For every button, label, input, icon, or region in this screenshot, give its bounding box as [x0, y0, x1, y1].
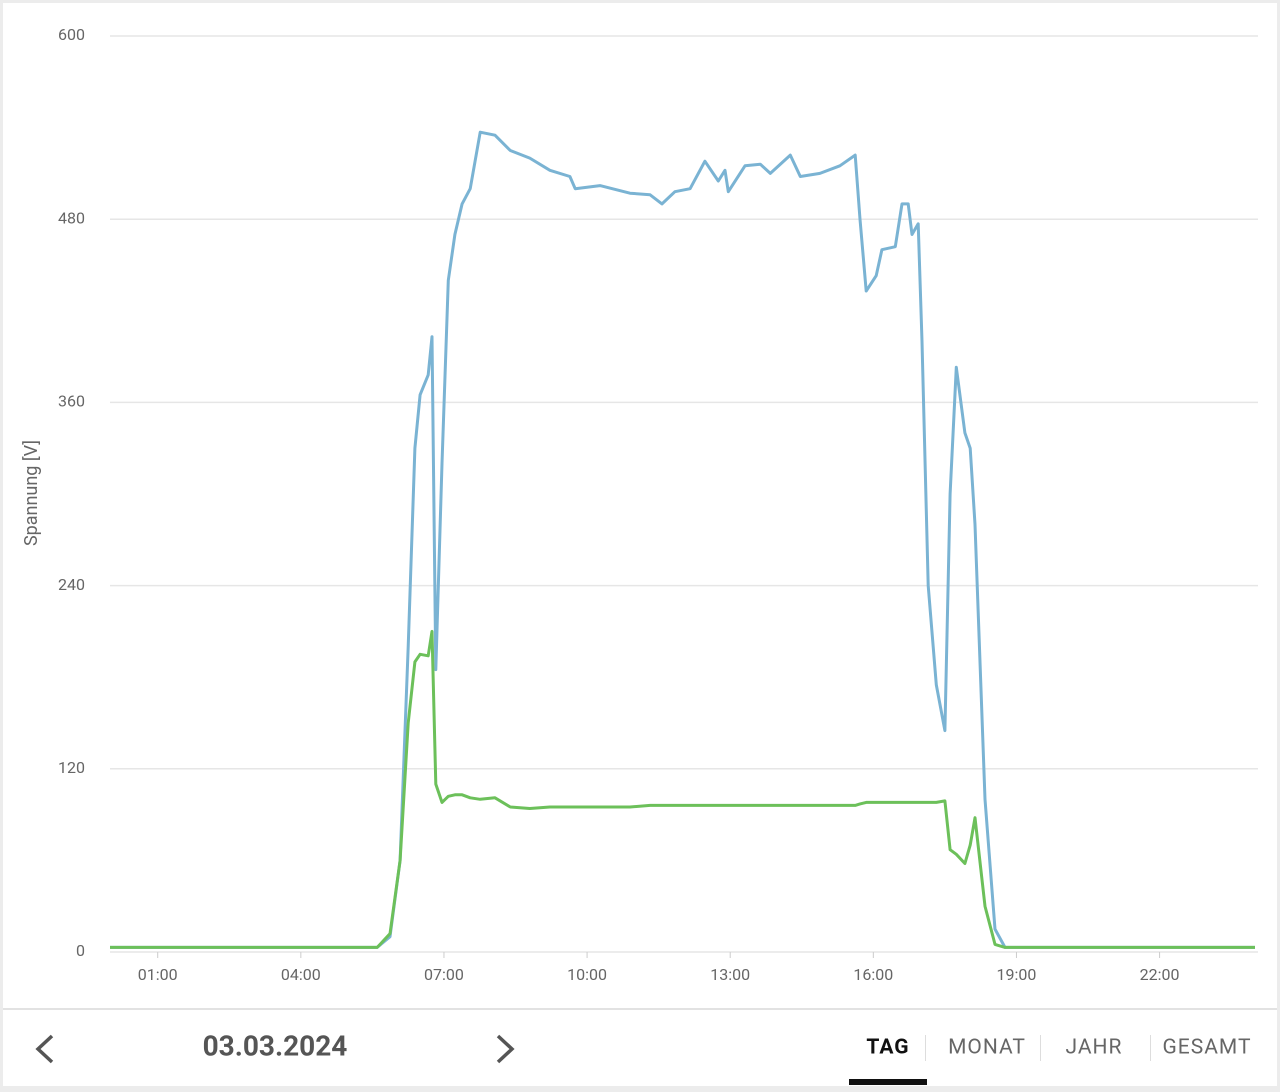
x-tick-label: 13:00 — [710, 965, 750, 984]
y-tick-label: 0 — [76, 941, 85, 960]
date: 03.03.2024 — [203, 1029, 348, 1062]
y-tick-label: 120 — [58, 758, 85, 777]
tab[interactable]: GESAMT — [1163, 1036, 1252, 1060]
tabs: TAG MONAT JAHR GESAMT — [849, 1035, 1252, 1085]
y-tick-label: 360 — [58, 392, 85, 411]
x-tick-label: 04:00 — [281, 965, 321, 984]
y-tick-label: 600 — [58, 25, 85, 44]
x-tick-label: 07:00 — [424, 965, 464, 984]
tab[interactable]: MONAT — [948, 1036, 1026, 1060]
series-line — [110, 629, 1255, 949]
x-tick-label: 10:00 — [567, 965, 607, 984]
tab-underline — [849, 1079, 927, 1085]
x-tick-label: 01:00 — [138, 965, 178, 984]
panel — [3, 3, 1277, 1086]
x-tick-label: 22:00 — [1140, 965, 1180, 984]
x-tick-label: 16:00 — [853, 965, 893, 984]
next-button[interactable] — [496, 1034, 515, 1064]
y-tick-label: 480 — [58, 208, 85, 227]
prev-button[interactable] — [35, 1034, 54, 1064]
series-line — [110, 130, 1255, 949]
y-tick-label: 240 — [58, 575, 85, 594]
x-tick-label: 19:00 — [997, 965, 1037, 984]
y-axis-label: Spannung [V] — [21, 440, 42, 546]
plot: 0 120 240 360 480 600 01:00 04:00 07:00 10:00 13:0… — [58, 25, 1258, 984]
tab[interactable]: TAG — [866, 1036, 909, 1060]
tab[interactable]: JAHR — [1066, 1036, 1123, 1060]
